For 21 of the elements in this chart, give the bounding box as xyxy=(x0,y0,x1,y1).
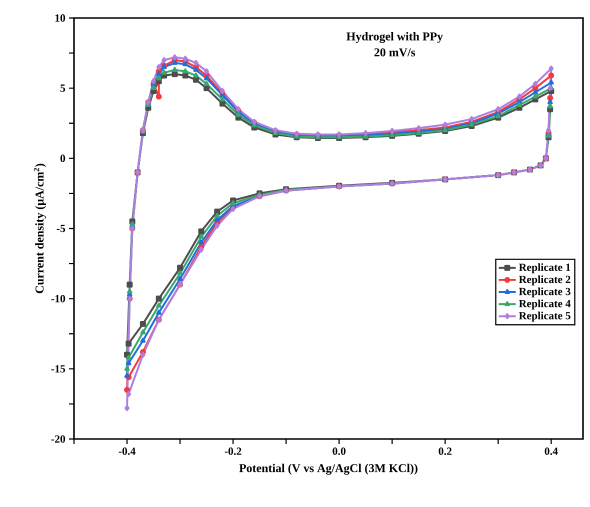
x-axis-title: Potential (V vs Ag/AgCl (3M KCl)) xyxy=(239,464,418,475)
y-tick-label: 5 xyxy=(60,84,66,92)
y-axis-title: Current density (μA/cm$^{2}$) xyxy=(34,164,46,294)
y-tick-label: -10 xyxy=(51,294,66,302)
legend-label: Replicate 3 xyxy=(518,287,570,298)
legend-label: Replicate 4 xyxy=(518,300,571,310)
y-tick-label: -20 xyxy=(51,435,66,443)
legend-label: Replicate 2 xyxy=(518,275,570,286)
legend-label: Replicate 5 xyxy=(518,312,570,322)
x-tick-label: 0.2 xyxy=(438,448,452,455)
y-tick-label: -15 xyxy=(51,365,66,373)
x-tick-label: -0.2 xyxy=(224,448,242,455)
y-tick-label: 0 xyxy=(60,154,66,162)
legend-label: Replicate 1 xyxy=(518,263,570,274)
text: 20 mV/s xyxy=(374,48,416,56)
y-tick-label: 10 xyxy=(55,14,66,22)
x-tick-label: 0.4 xyxy=(544,448,558,455)
x-tick-label: 0.0 xyxy=(332,448,346,455)
y-tick-label: -5 xyxy=(56,224,66,232)
text: Hydrogel with PPy xyxy=(346,32,443,43)
x-tick-label: -0.4 xyxy=(118,448,136,455)
